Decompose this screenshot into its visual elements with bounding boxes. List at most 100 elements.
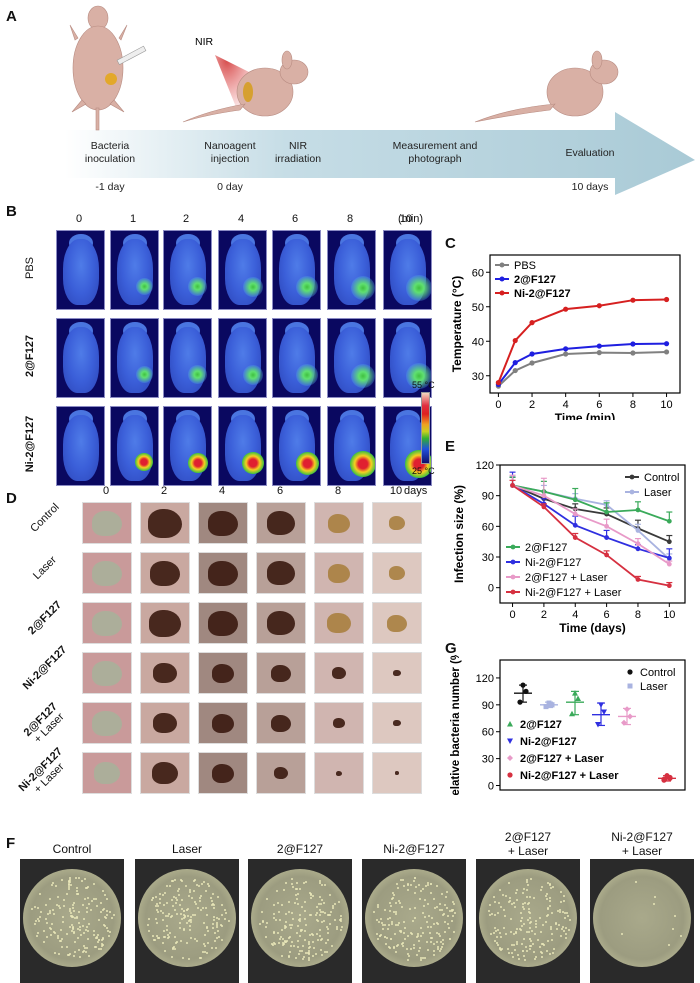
colony <box>394 933 397 936</box>
colony <box>549 926 552 929</box>
row-label-line1: 2@F127 <box>25 598 65 638</box>
data-point <box>635 577 641 582</box>
colony <box>192 914 195 917</box>
mouse-body-shape <box>117 239 153 305</box>
thermal-image <box>110 318 159 398</box>
legend-marker <box>507 755 513 761</box>
colony <box>513 901 516 904</box>
colony <box>61 879 64 882</box>
colony <box>421 932 424 935</box>
colony <box>390 938 393 941</box>
colony <box>391 920 394 923</box>
colony <box>529 926 532 929</box>
colony <box>189 890 192 893</box>
colony <box>82 925 85 928</box>
colony <box>519 911 522 914</box>
colony <box>515 930 518 933</box>
day-label: 6 <box>276 485 284 497</box>
colony <box>42 930 45 933</box>
colony <box>203 950 206 953</box>
colony <box>103 923 106 926</box>
colony <box>155 934 158 937</box>
hotspot <box>242 364 264 386</box>
colony <box>287 937 290 940</box>
colony <box>500 905 503 908</box>
colony <box>441 893 444 896</box>
colony <box>189 925 192 927</box>
data-point <box>666 561 672 567</box>
colony <box>308 933 311 936</box>
data-point <box>630 297 636 303</box>
colony <box>165 914 168 917</box>
colony <box>84 878 87 881</box>
colony <box>69 914 72 917</box>
series-line <box>512 484 670 559</box>
wound-area <box>267 511 295 536</box>
colony <box>60 928 63 931</box>
colony <box>534 926 537 929</box>
colony <box>498 947 501 950</box>
colony <box>417 932 420 935</box>
timeline-step-1: Bacteria inoculation <box>84 140 136 165</box>
colony <box>311 895 314 898</box>
plate-label: Laser <box>127 842 247 856</box>
colony <box>546 940 549 943</box>
colony <box>520 943 523 946</box>
wound-photo <box>256 502 306 544</box>
colony <box>508 897 511 900</box>
colony <box>528 937 531 940</box>
colony <box>215 947 218 949</box>
colony <box>39 892 42 895</box>
colony <box>202 922 205 925</box>
colony <box>290 882 293 885</box>
plate-label: Ni-2@F127 + Laser <box>582 830 700 858</box>
thermal-image <box>218 318 267 398</box>
wound-area <box>267 611 295 636</box>
y-tick-label: 30 <box>482 754 494 766</box>
colony <box>540 952 543 955</box>
colony <box>195 883 198 886</box>
colony <box>294 887 297 890</box>
wound-area <box>267 561 295 586</box>
colony <box>419 935 422 938</box>
colony <box>73 909 76 912</box>
y-tick-label: 30 <box>482 552 494 564</box>
colony <box>308 914 311 917</box>
legend-marker <box>629 474 635 480</box>
colony <box>330 910 333 913</box>
days-unit-label: days <box>404 485 428 497</box>
colony <box>559 910 562 913</box>
colony <box>528 910 531 913</box>
y-tick-label: 0 <box>488 583 494 595</box>
colony <box>69 926 72 929</box>
colony <box>210 899 213 902</box>
petri-dish-photo <box>248 859 352 983</box>
time-point-label: 2 <box>182 213 190 225</box>
colony <box>182 928 185 931</box>
colony <box>418 883 421 886</box>
colony <box>51 883 54 886</box>
wound-photo <box>198 652 248 694</box>
colony <box>275 890 278 892</box>
data-point <box>572 497 578 503</box>
colony <box>75 915 78 918</box>
colony <box>544 921 547 924</box>
colony <box>452 914 455 917</box>
colony <box>319 903 322 906</box>
colony <box>37 906 40 909</box>
colony <box>435 906 438 909</box>
plate-label-line2: + Laser <box>621 844 663 858</box>
colony <box>413 946 416 949</box>
colony <box>293 944 295 947</box>
time-point-label: 8 <box>346 213 354 225</box>
agar-plate <box>365 869 463 967</box>
colony <box>425 884 428 887</box>
colony <box>159 898 162 901</box>
x-axis-label: Time (days) <box>559 621 625 635</box>
colony <box>86 947 89 950</box>
panel-c-letter: C <box>445 235 456 252</box>
colony <box>299 888 302 891</box>
colony <box>162 936 165 939</box>
timeline-step-2-time: 0 day <box>217 181 243 193</box>
agar-plate <box>479 869 577 967</box>
